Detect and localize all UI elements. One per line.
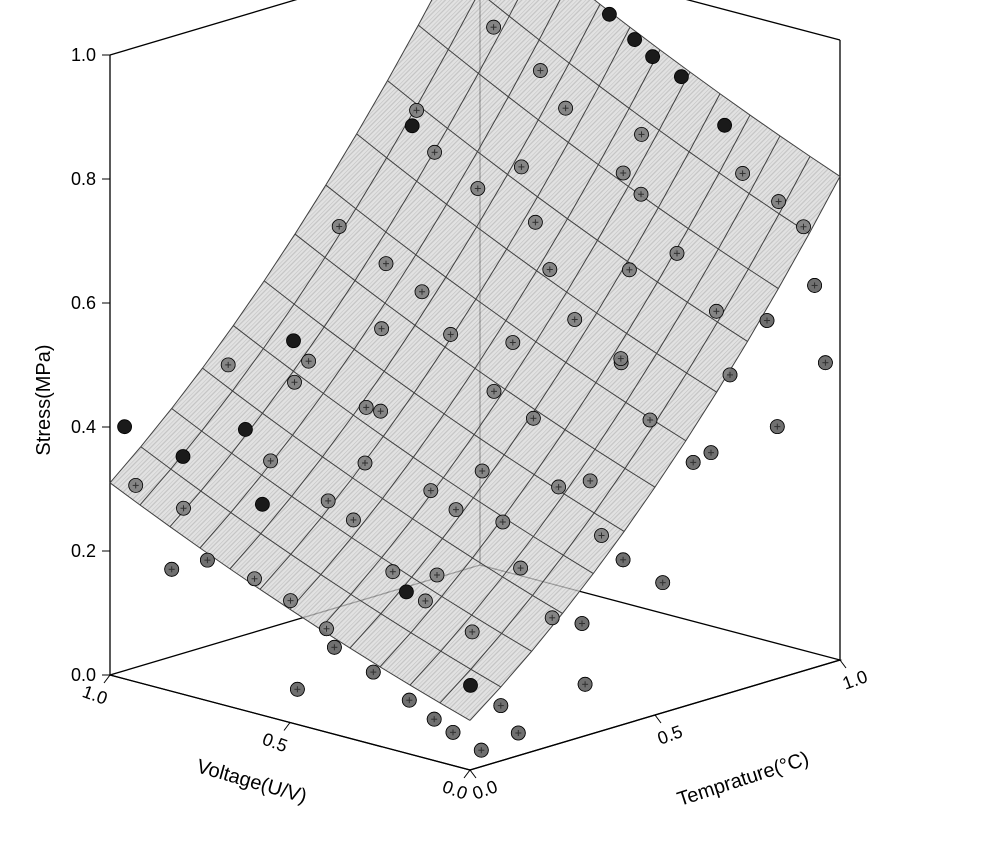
scatter-point xyxy=(399,585,413,599)
z-tick-label: 0.0 xyxy=(71,665,96,685)
x-tick-label: 1.0 xyxy=(80,681,110,708)
z-tick-label: 1.0 xyxy=(71,45,96,65)
scatter-point xyxy=(464,678,478,692)
chart-canvas: 0.00.20.40.60.81.00.00.51.00.00.51.0Stre… xyxy=(0,0,1000,860)
scatter-point xyxy=(255,497,269,511)
scatter-point xyxy=(118,420,132,434)
y-axis-label: Temprature(°C) xyxy=(675,748,812,811)
3d-scatter-chart: 0.00.20.40.60.81.00.00.51.00.00.51.0Stre… xyxy=(0,0,1000,860)
x-axis-label: Voltage(U/V) xyxy=(194,756,309,808)
scatter-point xyxy=(238,422,252,436)
scatter-point xyxy=(602,7,616,21)
scatter-point xyxy=(405,119,419,133)
scatter-point xyxy=(674,70,688,84)
x-tick-label: 0.0 xyxy=(440,776,470,803)
scatter-point xyxy=(176,450,190,464)
scatter-point xyxy=(646,50,660,64)
y-tick-label: 1.0 xyxy=(840,666,870,693)
fitted-surface xyxy=(110,0,840,720)
z-tick-label: 0.8 xyxy=(71,169,96,189)
scatter-point xyxy=(718,118,732,132)
z-tick-label: 0.4 xyxy=(71,417,96,437)
x-tick-label: 0.5 xyxy=(260,729,290,756)
scatter-point xyxy=(628,33,642,47)
y-tick-label: 0.5 xyxy=(655,721,685,748)
z-tick-label: 0.2 xyxy=(71,541,96,561)
scatter-point xyxy=(287,334,301,348)
z-tick-label: 0.6 xyxy=(71,293,96,313)
y-tick-label: 0.0 xyxy=(470,776,500,803)
z-axis-label: Stress(MPa) xyxy=(33,344,55,455)
